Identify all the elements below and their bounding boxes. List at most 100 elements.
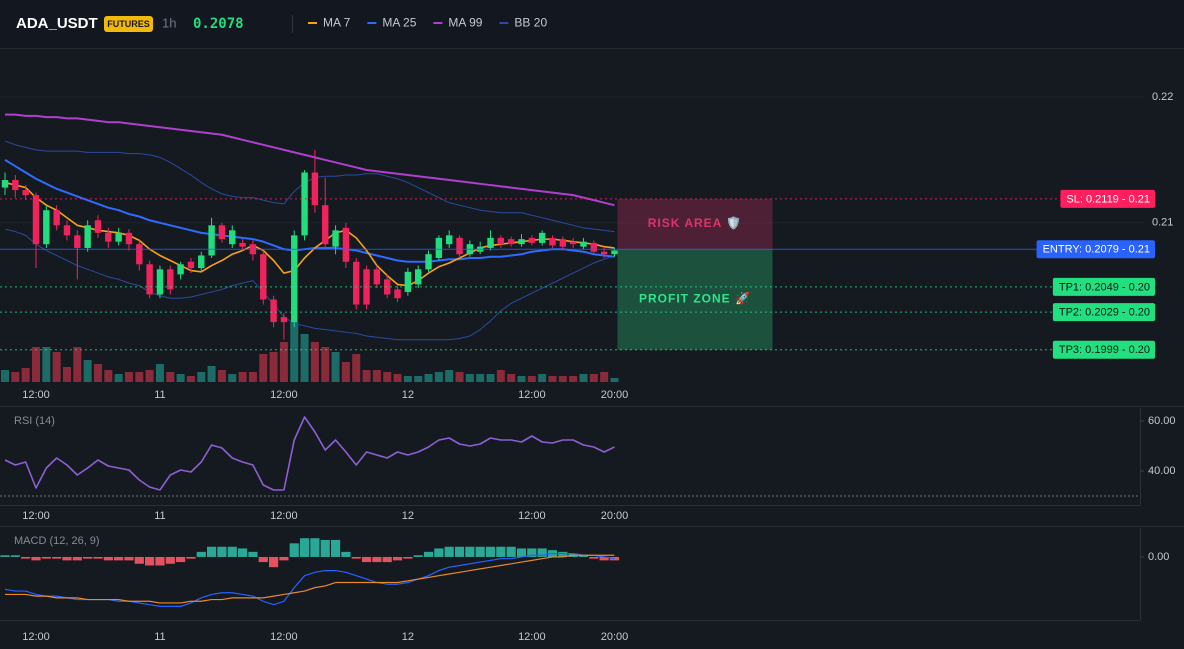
candle-body	[342, 227, 350, 262]
histogram-bar	[423, 551, 434, 557]
histogram-bar	[176, 556, 186, 563]
volume-bar	[465, 374, 474, 382]
volume-bar	[207, 366, 216, 382]
candle-body	[600, 251, 608, 255]
zone	[617, 249, 773, 350]
volume-bar	[538, 374, 547, 382]
histogram-bar	[403, 556, 413, 559]
volume-bar	[259, 354, 268, 382]
volume-bar	[104, 370, 113, 382]
histogram-bar	[454, 546, 465, 557]
candle-body	[177, 264, 184, 275]
x-tick-label: 12:00	[270, 510, 298, 522]
x-tick-label: 11	[154, 631, 165, 643]
x-tick-label: 12:00	[518, 510, 546, 522]
level-tag-label: TP2: 0.2029 - 0.20	[1059, 306, 1150, 318]
x-tick-label: 12	[402, 389, 414, 401]
histogram-bar	[289, 543, 299, 557]
candle-body	[311, 172, 319, 206]
histogram-bar	[599, 556, 609, 561]
histogram-bar	[62, 556, 72, 561]
volume-bar	[114, 374, 123, 382]
candle-body	[518, 239, 525, 245]
histogram-bar	[485, 546, 496, 557]
volume-bar	[11, 372, 20, 382]
histogram-bar	[134, 556, 144, 564]
volume-bar	[476, 374, 485, 382]
volume-bar	[124, 372, 133, 382]
candle-body	[260, 254, 267, 300]
histogram-bar	[341, 551, 351, 557]
histogram-bar	[227, 546, 237, 557]
histogram-bar	[330, 539, 341, 557]
candle-body	[528, 237, 536, 243]
volume-bar	[217, 370, 226, 382]
volume-bar	[496, 370, 505, 382]
zone-label: RISK AREA 🛡️	[648, 216, 742, 230]
level-tag-label: TP1: 0.2049 - 0.20	[1059, 281, 1150, 293]
volume-bar	[1, 370, 9, 382]
x-tick-label: 12:00	[270, 389, 298, 401]
volume-bar	[310, 342, 319, 382]
x-tick-label: 12	[402, 510, 414, 522]
volume-bar	[166, 372, 175, 382]
histogram-bar	[475, 546, 485, 557]
candle-body	[125, 232, 133, 245]
legend-label: MA 99	[448, 16, 482, 30]
level-tag: TP1: 0.2049 - 0.20	[1052, 277, 1155, 296]
candle-body	[156, 269, 164, 295]
x-tick-label: 20:00	[601, 510, 629, 522]
x-tick-label: 12:00	[518, 389, 546, 401]
candle-body	[136, 244, 143, 265]
macd-line	[5, 554, 615, 604]
volume-bar	[507, 374, 516, 382]
level-tag-label: ENTRY: 0.2079 - 0.21	[1043, 244, 1150, 256]
volume-bar	[434, 372, 443, 382]
level-tag: ENTRY: 0.2079 - 0.21	[1036, 240, 1155, 259]
histogram-bar	[93, 556, 103, 559]
x-tick-label: 12:00	[22, 631, 50, 643]
volume-bar	[197, 372, 206, 382]
candle-body	[487, 237, 494, 248]
volume-bar	[83, 360, 92, 382]
histogram-bar	[217, 546, 227, 557]
candle-body	[198, 255, 205, 269]
level-tag-bg	[1052, 277, 1155, 296]
candle-body	[291, 235, 298, 323]
moving-average	[4, 159, 615, 263]
histogram-bar	[434, 548, 444, 557]
badge: FUTURES	[107, 19, 150, 29]
histogram-bar	[578, 555, 589, 557]
rsi-pane	[0, 416, 1140, 497]
candle-body	[394, 289, 401, 299]
symbol: ADA_USDT	[16, 15, 98, 32]
volume-bar	[135, 372, 144, 382]
histogram-bar	[310, 538, 320, 557]
volume-bar	[383, 372, 392, 382]
histogram-bar	[72, 556, 82, 561]
level-tag-label: SL: 0.2119 - 0.21	[1066, 193, 1150, 205]
candle-body	[301, 172, 308, 236]
histogram-bar	[186, 556, 196, 559]
volume-bar	[362, 370, 371, 382]
candle-body	[208, 225, 215, 256]
header-bar	[0, 0, 1184, 48]
histogram-bar	[83, 556, 93, 559]
legend: MA 7 MA 25 MA 99 BB 20	[308, 16, 547, 30]
candle-body	[74, 235, 81, 248]
y-tick-label: 0.21	[1152, 217, 1173, 229]
level-tag-bg	[1052, 303, 1155, 322]
legend-label: MA 7	[323, 16, 351, 30]
histogram-bar	[10, 555, 20, 557]
x-tick-label: 11	[154, 510, 165, 522]
volume-bar	[445, 370, 454, 382]
volume-bar	[62, 367, 71, 382]
volume-bar	[610, 378, 619, 382]
histogram-bar	[392, 556, 403, 561]
volume-bar	[558, 376, 567, 382]
level-tag: TP3: 0.1999 - 0.20	[1052, 340, 1155, 359]
volume-bar	[424, 374, 433, 382]
histogram-bar	[537, 548, 547, 557]
